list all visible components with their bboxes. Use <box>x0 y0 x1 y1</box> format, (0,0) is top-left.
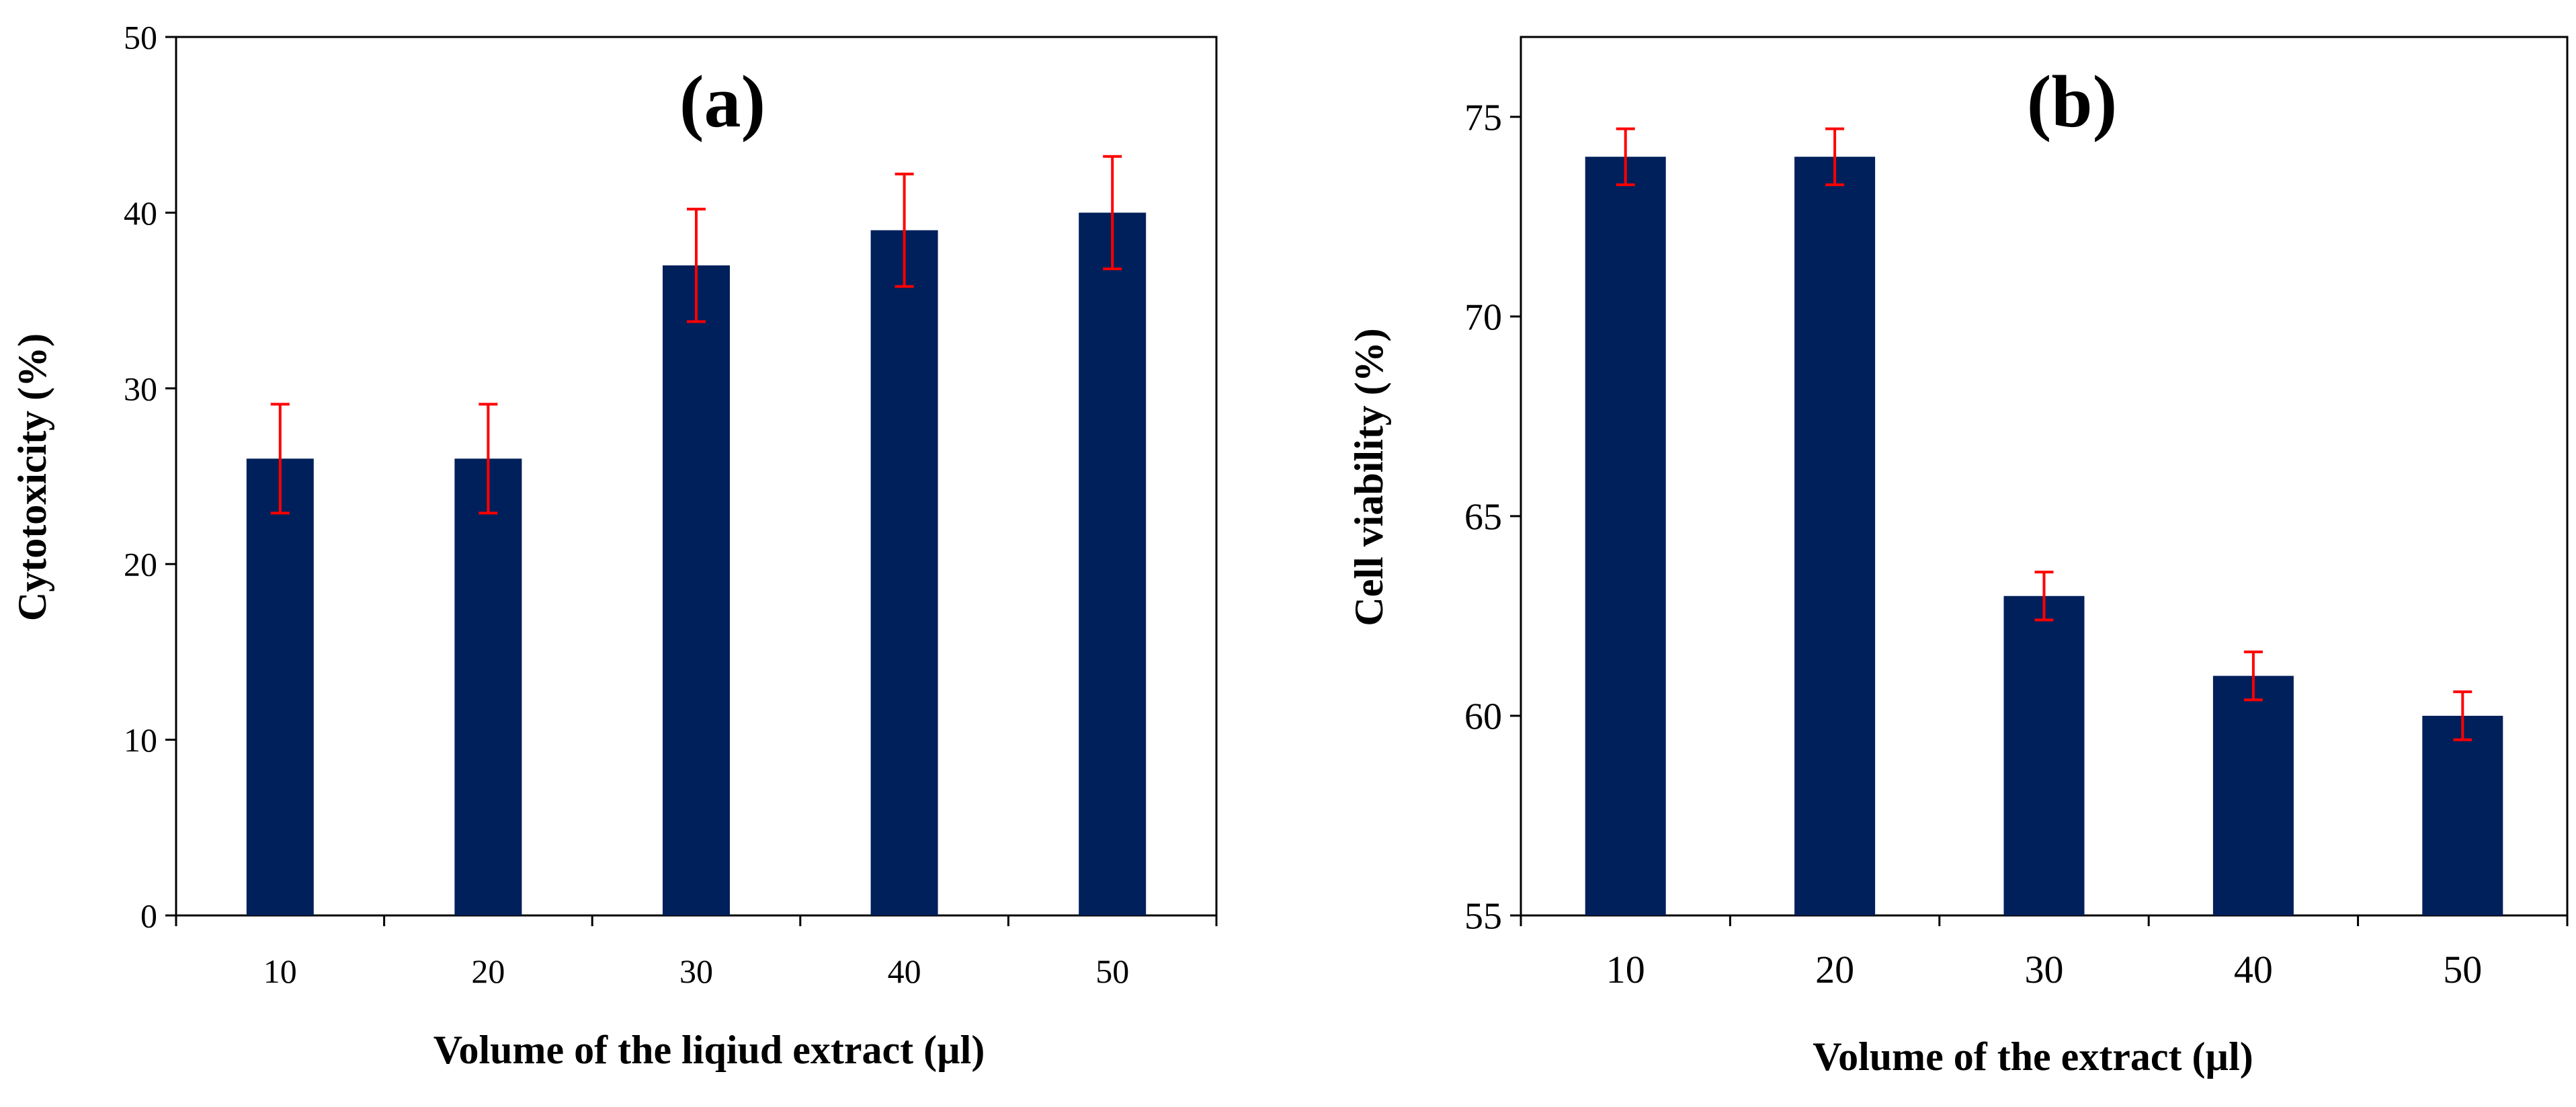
panel-a-x-tick-label: 30 <box>679 952 713 990</box>
panel-b-y-tick-label: 75 <box>1464 97 1502 138</box>
panel-a-y-tick-label: 50 <box>124 19 157 56</box>
panel-a-title: (a) <box>679 60 765 142</box>
panel-b-y-axis-title: Cell viability (%) <box>1347 328 1391 626</box>
panel-a-bar-40 <box>870 230 938 915</box>
panel-a-bar-30 <box>663 265 730 915</box>
panel-b-bar-20 <box>1794 157 1876 915</box>
panel-a-y-tick-label: 0 <box>140 897 157 935</box>
panel-b-y-tick-label: 70 <box>1464 296 1502 338</box>
panel-a-y-tick-label: 20 <box>124 546 157 583</box>
panel-a-x-axis-title: Volume of the liqiud extract (µl) <box>433 1028 985 1072</box>
panel-b-x-axis-title: Volume of the extract (µl) <box>1813 1034 2253 1079</box>
panel-b-bar-40 <box>2212 675 2294 915</box>
panel-b-bar-30 <box>2003 596 2085 915</box>
panel-b-title: (b) <box>2027 60 2117 142</box>
panel-b-x-tick-label: 30 <box>2025 948 2064 991</box>
panel-b-bar-10 <box>1585 157 1666 915</box>
panel-a-x-tick-label: 50 <box>1095 952 1129 990</box>
panel-a-y-tick-label: 10 <box>124 721 157 759</box>
panel-a-x-tick-label: 10 <box>263 952 297 990</box>
panel-a-bar-50 <box>1079 212 1147 915</box>
panel-b-y-tick-label: 55 <box>1464 896 1502 938</box>
panel-a-y-axis-title: Cytotoxicity (%) <box>10 333 54 621</box>
panel-b-y-tick-label: 60 <box>1464 696 1502 738</box>
panel-b-plot-area: 55 60 65 70 75 10 20 30 40 50 <box>1464 36 2569 991</box>
panel-a-bar-20 <box>454 458 522 915</box>
panel-b-x-tick-label: 40 <box>2234 948 2273 991</box>
panel-a-y-tick-label: 30 <box>124 370 157 407</box>
panel-a-bar-10 <box>246 458 314 915</box>
panel-b-x-tick-label: 50 <box>2443 948 2482 991</box>
panel-b-x-tick-label: 10 <box>1606 948 1645 991</box>
panel-b-y-tick-label: 65 <box>1464 497 1502 538</box>
panel-a-x-tick-label: 40 <box>888 952 921 990</box>
chart-panel-a: 0 10 20 30 40 50 10 20 30 40 50 (a) Cytotoxicity (… <box>10 19 1218 1072</box>
panel-a-y-tick-label: 40 <box>124 194 157 232</box>
panel-b-x-tick-label: 20 <box>1815 948 1854 991</box>
panel-b-bar-50 <box>2422 715 2503 915</box>
panel-a-x-tick-label: 20 <box>471 952 505 990</box>
chart-panel-b: 55 60 65 70 75 10 20 30 40 50 (b) Cell viability … <box>1347 36 2569 1079</box>
panel-a-plot-area: 0 10 20 30 40 50 10 20 30 40 50 <box>124 19 1218 990</box>
